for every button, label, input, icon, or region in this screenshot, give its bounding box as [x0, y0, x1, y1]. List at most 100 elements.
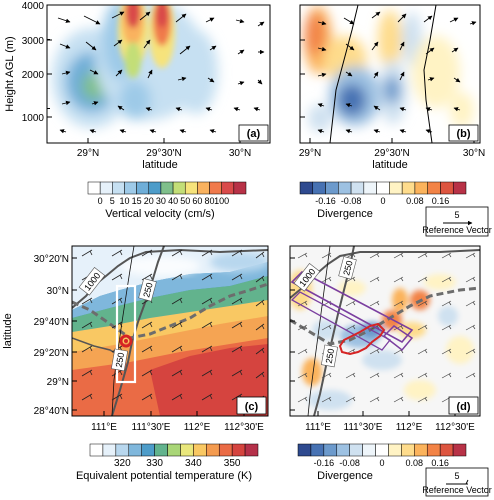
- colorbar-d-label: Divergence: [317, 470, 373, 482]
- colorbar-swatch: [362, 443, 376, 457]
- panel-c-ylabel: latitude: [2, 313, 14, 348]
- panel-c: 1000 250 250 30°20'N 30°N 29°40'N 29°20'…: [2, 245, 269, 482]
- panel-d-xtick-2: 112°E: [396, 422, 423, 433]
- panel-c-xtick-3: 112°30'E: [224, 422, 264, 433]
- cross-section-box: [115, 284, 137, 384]
- colorbar-swatch: [172, 181, 186, 195]
- panel-d-xtick-3: 112°30'E: [435, 422, 475, 433]
- colorbar-tick-label: 340: [185, 458, 202, 469]
- panel-c-ytick-2: 29°20'N: [34, 348, 69, 359]
- colorbar-swatch: [323, 443, 338, 457]
- colorbar-tick-label: 0: [98, 196, 103, 206]
- panel-d-label: (d): [456, 401, 470, 413]
- colorbar-tick-label: 5: [110, 196, 115, 206]
- colorbar-tick-label: 100: [214, 196, 229, 206]
- colorbar-tick-label: 40: [168, 196, 178, 206]
- purple-box-small: [382, 325, 414, 352]
- panel-b-xtick-0: 29°N: [299, 148, 321, 159]
- colorbar-tick-label: 0.16: [432, 196, 450, 206]
- colorbar-swatch: [218, 443, 233, 457]
- panel-b: 29°N 29°30'N 30°N latitude (b) -0.16 -0.0…: [299, 4, 492, 237]
- panel-c-xtick-1: 111°30'E: [132, 422, 171, 433]
- reference-vector-b-value: 5: [454, 210, 459, 220]
- contour-label-250a-c: 250: [141, 281, 155, 298]
- panel-a-ytick-1000: 1000: [22, 113, 45, 124]
- panel-a-ytick-2000: 2000: [22, 70, 45, 81]
- colorbar-a-label: Vertical velocity (cm/s): [105, 208, 214, 220]
- contour-label-250b-c: 250: [114, 352, 126, 369]
- colorbar-swatch: [209, 181, 222, 195]
- colorbar-tick-label: 50: [180, 196, 190, 206]
- colorbar-swatch: [388, 443, 402, 457]
- colorbar-swatch: [389, 181, 403, 195]
- colorbar-d: -0.16 -0.08 0 0.08 0.16: [297, 443, 467, 468]
- colorbar-tick-label: 350: [224, 458, 241, 469]
- panel-c-xtick-0: 111°E: [91, 422, 117, 433]
- panel-a-xtick-0: 29°N: [77, 148, 99, 159]
- colorbar-swatch: [299, 181, 314, 195]
- panel-a-ytick-3000: 3000: [22, 36, 45, 47]
- colorbar-swatch: [115, 443, 130, 457]
- panel-c-label: (c): [245, 401, 259, 413]
- panel-c-field: [72, 246, 268, 416]
- colorbar-tick-label: 80: [205, 196, 215, 206]
- convective-cell-marker: [119, 334, 133, 348]
- panel-b-xlabel: latitude: [372, 159, 407, 171]
- panel-c-frame: [71, 245, 269, 417]
- panel-a-ylabel: Height AGL (m): [4, 36, 16, 111]
- colorbar-tick-label: 20: [144, 196, 154, 206]
- panel-b-label: (b): [456, 128, 470, 140]
- colorbar-swatch: [338, 181, 352, 195]
- colorbar-swatch: [312, 181, 326, 195]
- colorbar-swatch: [376, 181, 390, 195]
- contour-label-250a-d: 250: [341, 259, 355, 276]
- panel-c-ytick-3: 29°40'N: [34, 317, 69, 328]
- colorbar-swatch: [124, 181, 137, 195]
- convective-cell-contour: [338, 322, 386, 356]
- colorbar-swatch: [401, 181, 416, 195]
- colorbar-swatch: [336, 443, 350, 457]
- colorbar-swatch: [206, 443, 220, 457]
- colorbar-swatch: [427, 181, 441, 195]
- colorbar-a: 0 5 10 15 20 30 40 50 60 80 100: [87, 181, 247, 206]
- panel-a-label: (a): [247, 128, 261, 140]
- colorbar-tick-label: 330: [146, 458, 163, 469]
- purple-box-long: [290, 271, 414, 344]
- colorbar-swatch: [112, 181, 125, 195]
- panel-c-ytick-4: 30°N: [47, 286, 69, 297]
- colorbar-tick-label: 10: [119, 196, 129, 206]
- colorbar-swatch: [102, 443, 117, 457]
- colorbar-swatch: [297, 443, 312, 457]
- colorbar-swatch: [180, 443, 194, 457]
- colorbar-swatch: [325, 181, 339, 195]
- colorbar-swatch: [184, 181, 198, 195]
- reference-vector-b-label: Reference Vector: [422, 225, 492, 235]
- colorbar-swatch: [439, 443, 454, 457]
- colorbar-swatch: [221, 181, 235, 195]
- colorbar-tick-label: 0.08: [406, 458, 424, 468]
- contour-label-250b-d: 250: [324, 348, 336, 365]
- colorbar-tick-label: 15: [132, 196, 142, 206]
- panel-c-ytick-5: 30°20'N: [34, 254, 69, 265]
- panel-a-ytick-4000: 4000: [22, 1, 45, 12]
- colorbar-tick-label: 0.16: [431, 458, 449, 468]
- colorbar-c: 320 330 340 350: [89, 443, 259, 469]
- colorbar-swatch: [141, 443, 155, 457]
- reference-barb-d: [446, 479, 469, 485]
- colorbar-swatch: [401, 443, 415, 457]
- colorbar-swatch: [244, 443, 259, 457]
- colorbar-swatch: [414, 443, 428, 457]
- colorbar-tick-label: 320: [114, 458, 131, 469]
- panel-b-field: [300, 5, 480, 143]
- colorbar-b: -0.16 -0.08 0 0.08 0.16: [299, 181, 467, 206]
- colorbar-swatch: [154, 443, 168, 457]
- panel-a-xtick-1: 29°30'N: [146, 148, 181, 159]
- panel-b-xtick-1: 29°30'N: [374, 148, 409, 159]
- colorbar-swatch: [167, 443, 181, 457]
- panel-c-ytick-1: 29°N: [47, 377, 69, 388]
- colorbar-tick-label: 60: [192, 196, 202, 206]
- colorbar-swatch: [197, 181, 210, 195]
- panel-a-field: [47, 5, 270, 143]
- panel-b-xtick-2: 30°N: [463, 148, 485, 159]
